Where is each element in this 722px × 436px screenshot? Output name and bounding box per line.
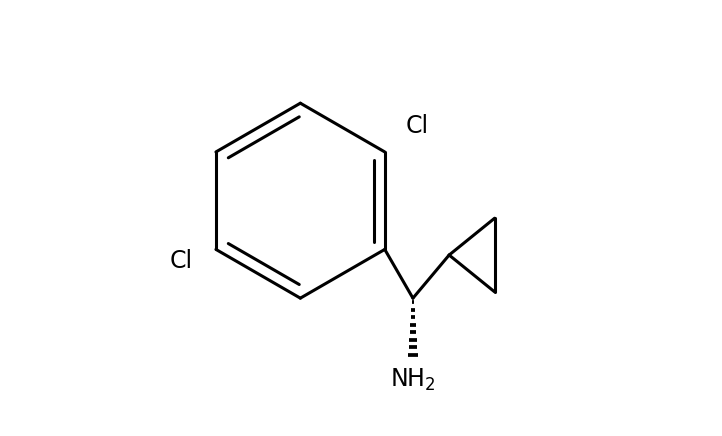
Text: Cl: Cl bbox=[405, 114, 429, 138]
Text: NH$_2$: NH$_2$ bbox=[390, 367, 436, 393]
Text: Cl: Cl bbox=[170, 249, 193, 273]
